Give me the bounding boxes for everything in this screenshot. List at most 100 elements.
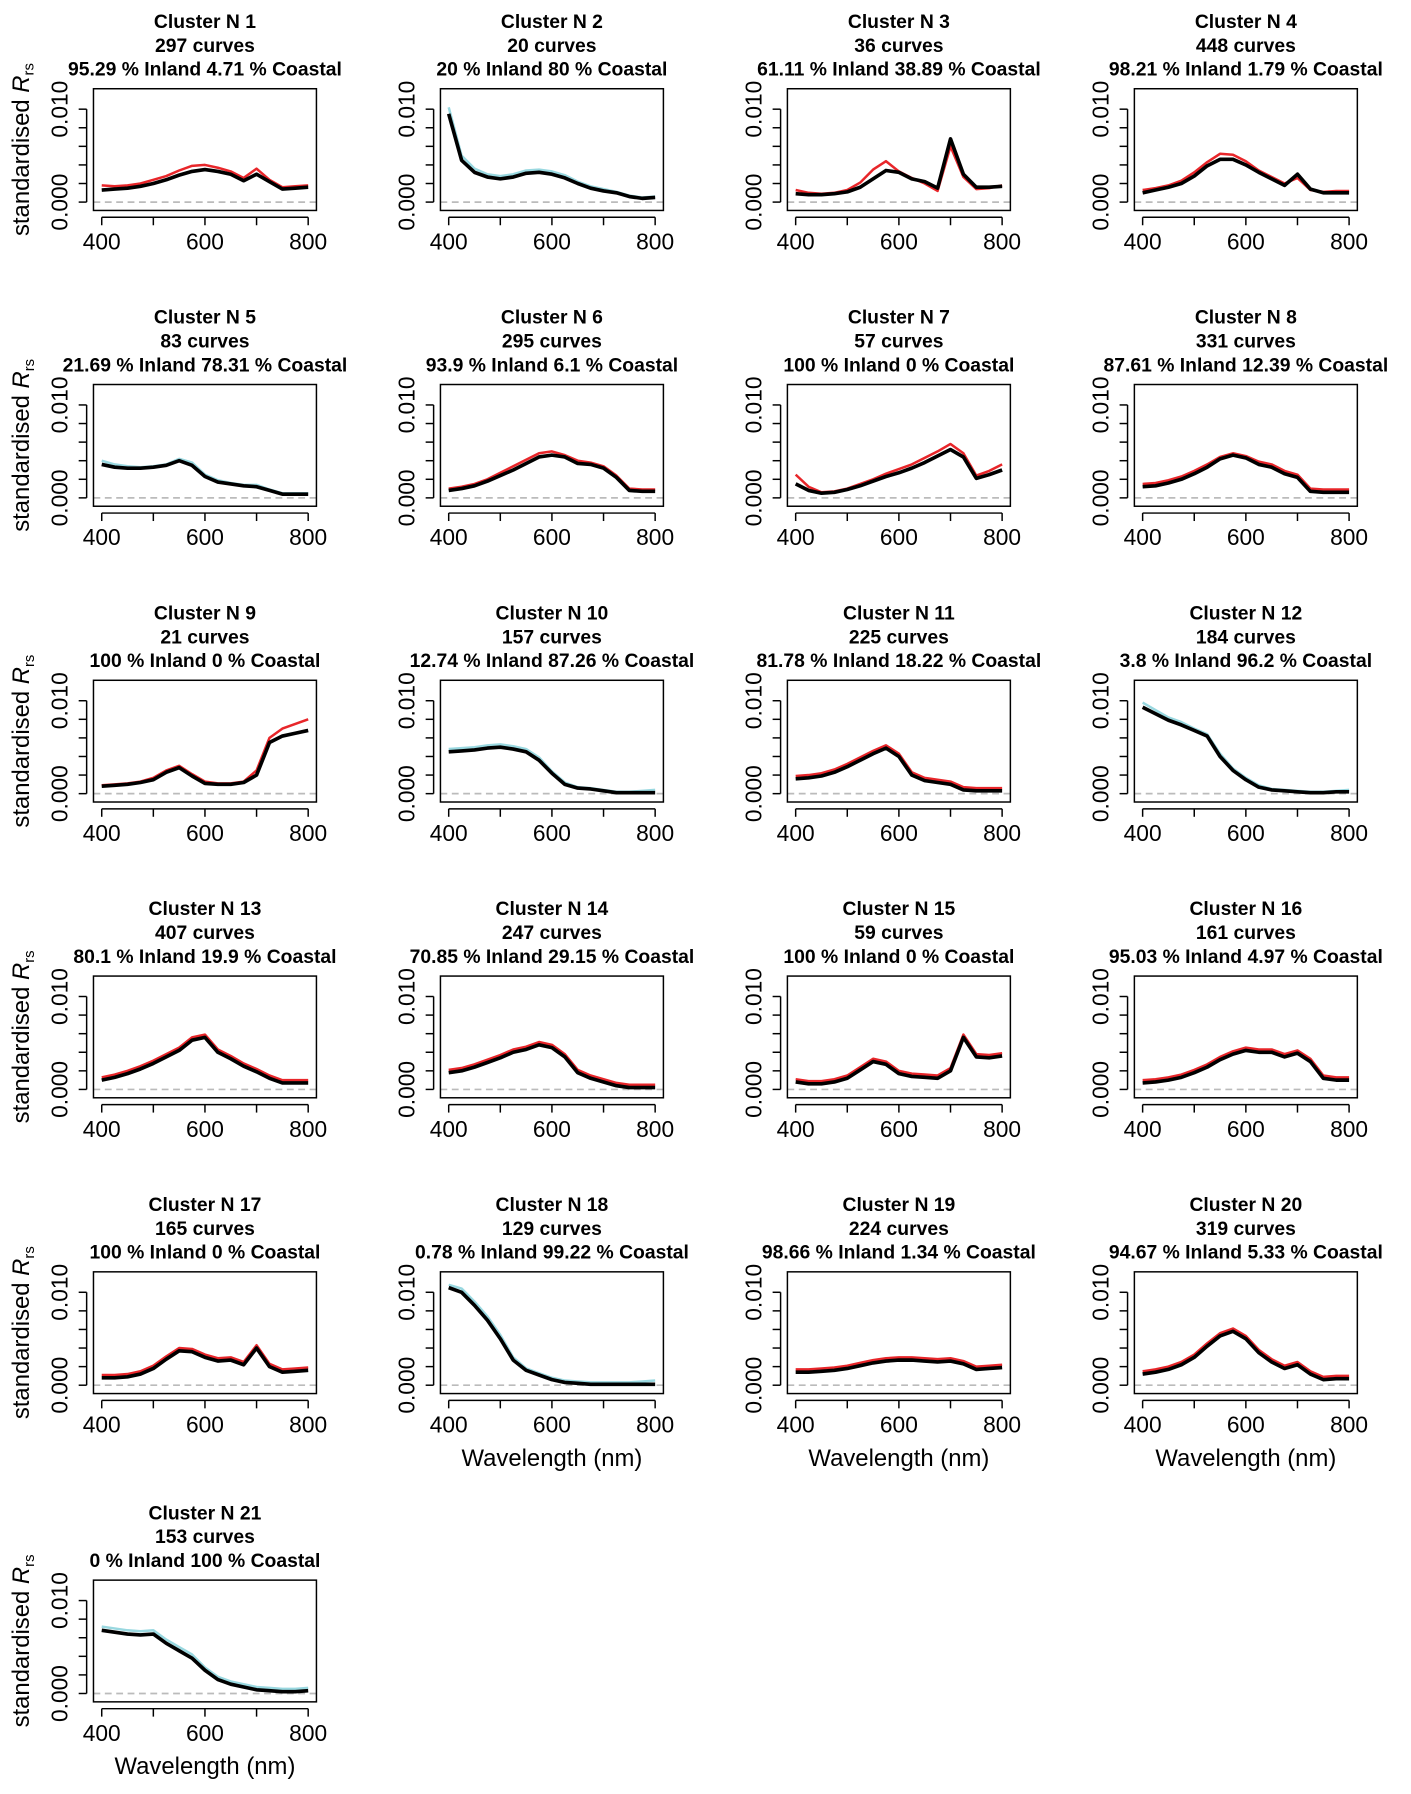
x-tick-label: 400	[83, 820, 121, 846]
chart-title: Cluster N 20	[1189, 1195, 1302, 1216]
x-tick-label: 800	[289, 1412, 327, 1438]
chart-title: Cluster N 19	[842, 1195, 955, 1216]
x-tick-label: 600	[880, 228, 918, 254]
chart-title: Cluster N 11	[843, 603, 955, 624]
chart-caption: 80.1 % Inland 19.9 % Coastal	[73, 947, 336, 968]
plot-frame	[439, 679, 665, 803]
y-axis-label-subscript: rs	[22, 950, 38, 962]
y-axis-label: standardised Rrs	[8, 63, 37, 236]
x-tick-label: 800	[983, 228, 1021, 254]
chart-subtitle: 319 curves	[1196, 1219, 1296, 1240]
chart-subtitle: 36 curves	[854, 36, 943, 57]
x-tick-label: 600	[533, 820, 571, 846]
chart-caption: 0.78 % Inland 99.22 % Coastal	[415, 1243, 689, 1264]
y-tick-label: 0.000	[47, 1357, 73, 1414]
y-tick-label: 0.010	[1088, 1264, 1114, 1321]
y-tick-label: 0.010	[47, 1264, 73, 1321]
chart-title: Cluster N 1	[154, 12, 256, 33]
x-tick-label: 400	[430, 524, 468, 550]
panel: Cluster N 1 297 curves 95.29 % Inland 4.71…	[8, 12, 342, 255]
panel: Cluster N 14 247 curves 70.85 % Inland 29.…	[394, 899, 695, 1142]
x-tick-label: 800	[636, 524, 674, 550]
y-tick-label: 0.000	[741, 1357, 767, 1414]
chart-subtitle: 59 curves	[854, 923, 943, 944]
x-tick-label: 400	[83, 1412, 121, 1438]
plot-frame	[1133, 1271, 1359, 1395]
y-tick-label: 0.000	[1088, 1061, 1114, 1118]
x-tick-label: 600	[533, 1116, 571, 1142]
series-line	[101, 1625, 309, 1691]
y-tick-label: 0.000	[47, 469, 73, 526]
chart-caption: 93.9 % Inland 6.1 % Coastal	[426, 355, 678, 376]
y-axis-label-subscript: rs	[22, 359, 38, 371]
series-line	[448, 1040, 656, 1087]
series-line	[101, 1628, 309, 1694]
chart-subtitle: 21 curves	[160, 627, 249, 648]
panel: Cluster N 17 165 curves 100 % Inland 0 % C…	[8, 1195, 327, 1438]
y-tick-label: 0.000	[1088, 174, 1114, 231]
series-line	[794, 447, 1003, 496]
y-tick-label: 0.010	[741, 376, 767, 433]
x-tick-label: 400	[1124, 1412, 1162, 1438]
x-tick-label: 800	[1330, 524, 1368, 550]
chart-caption: 98.66 % Inland 1.34 % Coastal	[762, 1243, 1036, 1264]
y-axis-label-text: standardised	[8, 684, 35, 827]
series-line	[101, 1343, 309, 1377]
y-tick-label: 0.000	[741, 1061, 767, 1118]
x-tick-label: 400	[430, 1412, 468, 1438]
y-tick-label: 0.010	[394, 376, 420, 433]
plot-frame	[439, 383, 665, 507]
x-axis-label: Wavelength (nm)	[115, 1753, 296, 1780]
x-tick-label: 400	[777, 820, 815, 846]
x-tick-label: 600	[880, 1116, 918, 1142]
x-tick-label: 800	[289, 1720, 327, 1746]
x-tick-label: 400	[430, 228, 468, 254]
plot-frame	[786, 1271, 1012, 1395]
y-axis-label: standardised Rrs	[8, 1246, 37, 1419]
x-tick-label: 600	[1227, 228, 1265, 254]
y-tick-label: 0.000	[47, 1061, 73, 1118]
plot-frame	[92, 679, 318, 803]
chart-subtitle: 157 curves	[502, 627, 602, 648]
chart-caption: 81.78 % Inland 18.22 % Coastal	[757, 651, 1042, 672]
plot-frame	[786, 87, 1012, 212]
y-axis-label-symbol: R	[8, 1567, 35, 1584]
chart-subtitle: 295 curves	[502, 332, 602, 353]
x-tick-label: 600	[880, 820, 918, 846]
chart-title: Cluster N 4	[1195, 12, 1297, 33]
y-tick-label: 0.000	[1088, 765, 1114, 822]
chart-caption: 12.74 % Inland 87.26 % Coastal	[410, 651, 695, 672]
y-axis-label-symbol: R	[8, 1259, 35, 1276]
plot-frame	[92, 383, 318, 507]
panel: Cluster N 19 224 curves 98.66 % Inland 1.3…	[741, 1195, 1036, 1472]
series-line	[795, 1356, 1003, 1371]
series-line	[795, 746, 1003, 793]
chart-subtitle: 448 curves	[1196, 36, 1296, 57]
y-axis-label-symbol: R	[8, 667, 35, 684]
y-axis-label-symbol: R	[8, 371, 35, 388]
x-tick-label: 600	[186, 228, 224, 254]
x-tick-label: 600	[1227, 1412, 1265, 1438]
chart-caption: 95.29 % Inland 4.71 % Coastal	[68, 60, 342, 81]
series-line	[795, 744, 1003, 790]
y-axis-label: standardised Rrs	[8, 1555, 37, 1728]
x-tick-label: 400	[83, 1720, 121, 1746]
y-tick-label: 0.010	[47, 672, 73, 729]
y-tick-label: 0.010	[1088, 968, 1114, 1025]
x-tick-label: 800	[636, 820, 674, 846]
chart-title: Cluster N 18	[496, 1195, 609, 1216]
chart-caption: 100 % Inland 0 % Coastal	[783, 947, 1014, 968]
x-axis-label: Wavelength (nm)	[808, 1445, 989, 1472]
y-axis-label-symbol: R	[8, 75, 35, 92]
chart-title: Cluster N 6	[501, 308, 603, 329]
chart-caption: 95.03 % Inland 4.97 % Coastal	[1109, 947, 1383, 968]
chart-caption: 20 % Inland 80 % Coastal	[436, 60, 667, 81]
y-tick-label: 0.010	[1088, 376, 1114, 433]
plot-frame	[1133, 87, 1359, 212]
y-tick-label: 0.010	[741, 1264, 767, 1321]
y-tick-label: 0.000	[741, 765, 767, 822]
chart-title: Cluster N 3	[848, 12, 950, 33]
x-tick-label: 600	[186, 1412, 224, 1438]
